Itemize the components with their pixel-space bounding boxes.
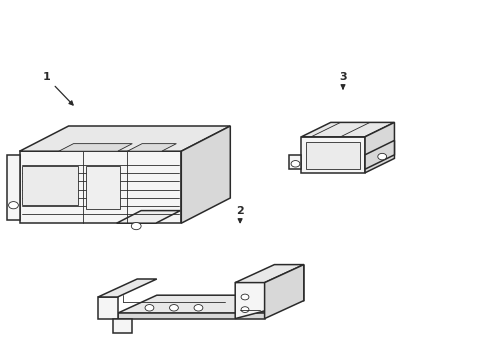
Circle shape <box>194 305 203 311</box>
Polygon shape <box>59 144 132 151</box>
Polygon shape <box>289 155 301 169</box>
Polygon shape <box>117 211 180 223</box>
Text: 1: 1 <box>43 72 73 105</box>
Polygon shape <box>265 265 304 319</box>
Polygon shape <box>306 142 360 169</box>
Polygon shape <box>365 122 394 173</box>
Circle shape <box>241 294 249 300</box>
Polygon shape <box>118 295 304 313</box>
Circle shape <box>170 305 178 311</box>
Polygon shape <box>235 265 304 283</box>
Polygon shape <box>22 166 78 205</box>
Polygon shape <box>118 313 265 319</box>
Polygon shape <box>20 151 181 223</box>
Text: 3: 3 <box>339 72 347 89</box>
Circle shape <box>145 305 154 311</box>
Polygon shape <box>113 319 132 333</box>
Circle shape <box>378 153 387 160</box>
Polygon shape <box>301 122 394 137</box>
Polygon shape <box>98 297 118 319</box>
Circle shape <box>9 202 19 209</box>
Polygon shape <box>98 279 157 297</box>
Polygon shape <box>86 166 120 209</box>
Polygon shape <box>7 155 20 220</box>
Circle shape <box>241 307 249 312</box>
Polygon shape <box>127 144 176 151</box>
Polygon shape <box>235 265 304 319</box>
Text: 2: 2 <box>236 206 244 222</box>
Polygon shape <box>181 126 230 223</box>
Circle shape <box>131 222 141 230</box>
Polygon shape <box>20 126 230 151</box>
Circle shape <box>291 161 300 167</box>
Polygon shape <box>365 140 394 169</box>
Polygon shape <box>301 137 365 173</box>
